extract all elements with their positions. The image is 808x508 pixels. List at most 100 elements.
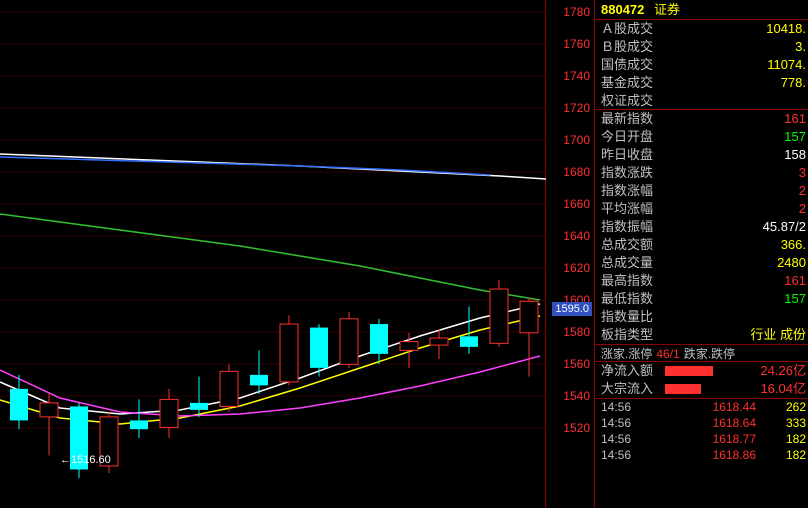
- quote-label: 指数涨跌: [601, 164, 653, 182]
- flow-row: 净流入额 24.26亿: [595, 362, 808, 380]
- quote-row: 最新指数161: [595, 110, 808, 128]
- quote-label: 最高指数: [601, 272, 653, 290]
- y-tick: 1520: [550, 421, 590, 435]
- quote-label: 指数振幅: [601, 218, 653, 236]
- turnover-label: 基金成交: [601, 74, 653, 92]
- tick-price: 1618.77: [643, 431, 766, 447]
- tick-time: 14:56: [601, 447, 643, 463]
- quote-label: 指数量比: [601, 308, 653, 326]
- turnover-value: 3.: [653, 38, 806, 56]
- ticker-row: 14:561618.86182: [595, 447, 808, 463]
- y-tick: 1740: [550, 69, 590, 83]
- turnover-label: Ａ股成交: [601, 20, 653, 38]
- quote-label: 最低指数: [601, 290, 653, 308]
- quote-label: 板指类型: [601, 326, 653, 344]
- quote-row: 平均涨幅2: [595, 200, 808, 218]
- tick-vol: 262: [766, 399, 806, 415]
- ticker-row: 14:561618.77182: [595, 431, 808, 447]
- y-tick: 1640: [550, 229, 590, 243]
- turnover-value: [653, 92, 806, 109]
- turnover-label: 权证成交: [601, 92, 653, 109]
- low-marker-label: ←1516.60: [60, 454, 111, 466]
- quote-value: 161: [653, 110, 806, 128]
- turnover-value: 11074.: [653, 56, 806, 74]
- quote-row: 指数量比: [595, 308, 808, 326]
- quote-label: 最新指数: [601, 110, 653, 128]
- flow-bar: [665, 366, 713, 376]
- up-label: 涨家.涨停: [601, 345, 652, 361]
- quote-value: 行业 成份: [653, 326, 806, 344]
- quote-row: 指数涨跌3: [595, 164, 808, 182]
- turnover-label: 国债成交: [601, 56, 653, 74]
- quote-label: 今日开盘: [601, 128, 653, 146]
- quote-value: 2480: [653, 254, 806, 272]
- quote-row: 昨日收盘158: [595, 146, 808, 164]
- quote-value: 2: [653, 200, 806, 218]
- y-tick: 1660: [550, 197, 590, 211]
- candlestick-chart[interactable]: ←1516.60: [0, 0, 546, 508]
- quote-value: 366.: [653, 236, 806, 254]
- flow-label: 大宗流入: [601, 380, 661, 398]
- security-header[interactable]: 880472 证券: [595, 0, 808, 20]
- price-marker: 1595.0: [552, 302, 592, 316]
- y-tick: 1620: [550, 261, 590, 275]
- turnover-row: Ｂ股成交3.: [595, 38, 808, 56]
- quote-label: 昨日收盘: [601, 146, 653, 164]
- quote-value: 161: [653, 272, 806, 290]
- quote-row: 今日开盘157: [595, 128, 808, 146]
- quote-value: 157: [653, 290, 806, 308]
- quote-row: 总成交额366.: [595, 236, 808, 254]
- tick-price: 1618.44: [643, 399, 766, 415]
- flow-value: 24.26亿: [717, 362, 806, 380]
- turnover-row: 基金成交778.: [595, 74, 808, 92]
- tick-vol: 182: [766, 431, 806, 447]
- quote-label: 总成交量: [601, 254, 653, 272]
- y-tick: 1780: [550, 5, 590, 19]
- quote-row: 指数涨幅2: [595, 182, 808, 200]
- turnover-row: 国债成交11074.: [595, 56, 808, 74]
- tick-time: 14:56: [601, 431, 643, 447]
- quote-value: 157: [653, 128, 806, 146]
- quote-value: 2: [653, 182, 806, 200]
- y-tick: 1680: [550, 165, 590, 179]
- quote-value: [653, 308, 806, 326]
- quote-value: 158: [653, 146, 806, 164]
- y-tick: 1760: [550, 37, 590, 51]
- flow-row: 大宗流入 16.04亿: [595, 380, 808, 398]
- y-tick: 1720: [550, 101, 590, 115]
- y-tick: 1540: [550, 389, 590, 403]
- security-name: 证券: [654, 2, 680, 17]
- down-label: 跌家.跌停: [684, 345, 735, 361]
- flow-bar: [665, 384, 701, 394]
- tick-vol: 333: [766, 415, 806, 431]
- turnover-value: 778.: [653, 74, 806, 92]
- quote-row: 最高指数161: [595, 272, 808, 290]
- turnover-row: 权证成交: [595, 92, 808, 110]
- flow-value: 16.04亿: [705, 380, 806, 398]
- quote-row: 指数振幅45.87/2: [595, 218, 808, 236]
- up-value: 46/1: [656, 345, 679, 361]
- tick-vol: 182: [766, 447, 806, 463]
- security-code: 880472: [601, 2, 644, 17]
- y-tick: 1700: [550, 133, 590, 147]
- ticker-row: 14:561618.64333: [595, 415, 808, 431]
- quote-row: 板指类型行业 成份: [595, 326, 808, 344]
- tick-time: 14:56: [601, 415, 643, 431]
- flow-label: 净流入额: [601, 362, 661, 380]
- y-tick: 1560: [550, 357, 590, 371]
- ticker-row: 14:561618.44262: [595, 399, 808, 415]
- y-tick: 1580: [550, 325, 590, 339]
- quote-value: 3: [653, 164, 806, 182]
- tick-price: 1618.86: [643, 447, 766, 463]
- turnover-label: Ｂ股成交: [601, 38, 653, 56]
- quote-value: 45.87/2: [653, 218, 806, 236]
- limits-row: 涨家.涨停 46/1 跌家.跌停: [595, 344, 808, 362]
- quote-label: 指数涨幅: [601, 182, 653, 200]
- quote-row: 总成交量2480: [595, 254, 808, 272]
- turnover-row: Ａ股成交10418.: [595, 20, 808, 38]
- tick-time: 14:56: [601, 399, 643, 415]
- quote-label: 总成交额: [601, 236, 653, 254]
- turnover-value: 10418.: [653, 20, 806, 38]
- quote-row: 最低指数157: [595, 290, 808, 308]
- info-panel: 880472 证券 Ａ股成交10418.Ｂ股成交3.国债成交11074.基金成交…: [594, 0, 808, 508]
